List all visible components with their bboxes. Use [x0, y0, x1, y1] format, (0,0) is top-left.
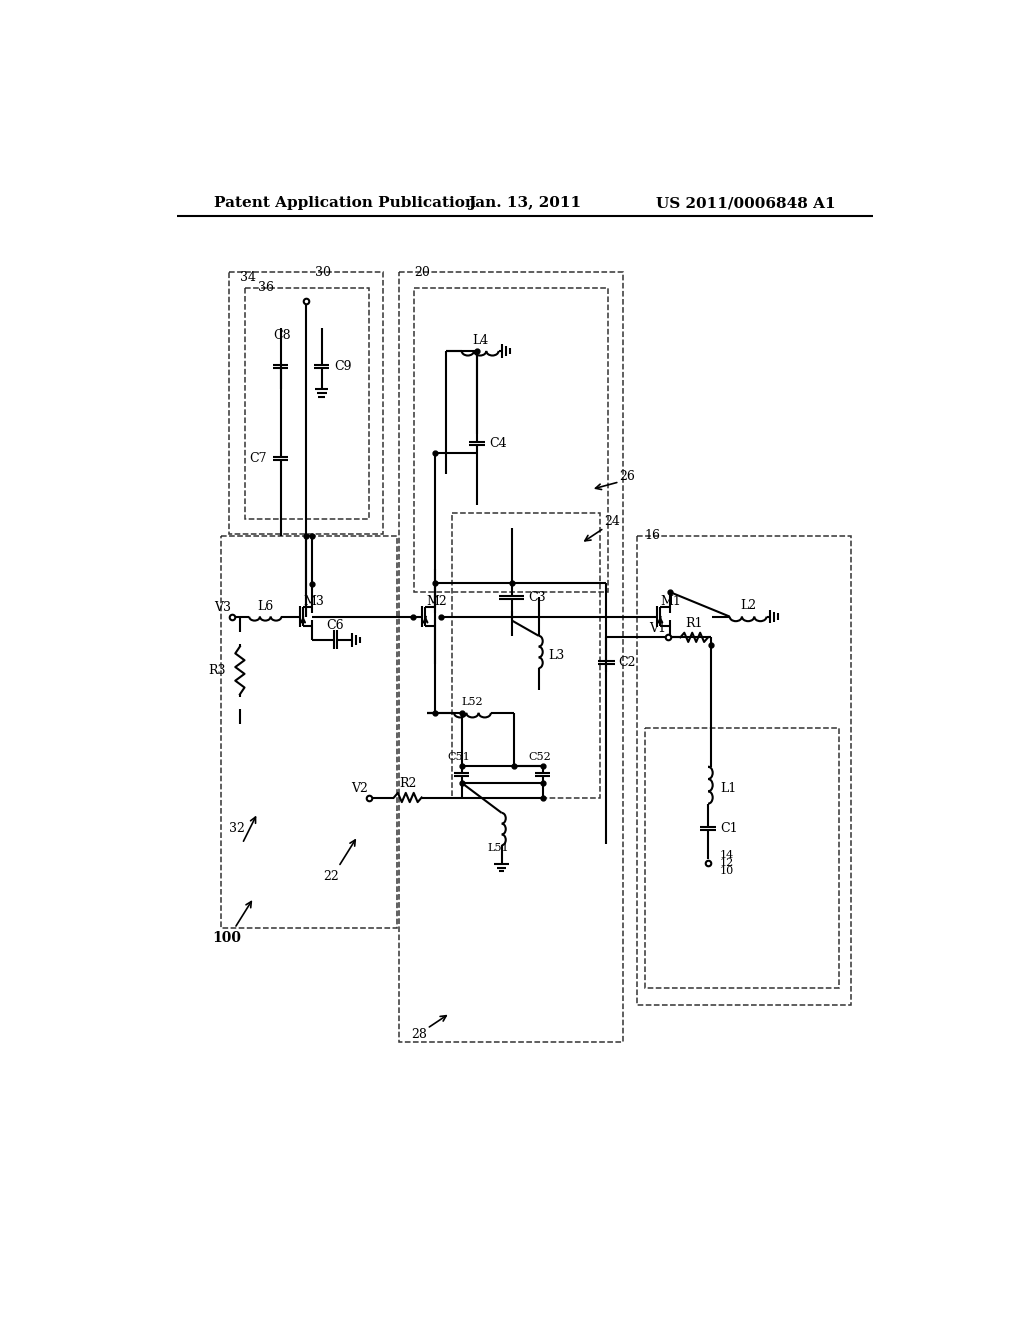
Bar — [398, 272, 624, 1043]
Text: US 2011/0006848 A1: US 2011/0006848 A1 — [656, 197, 836, 210]
Text: C8: C8 — [273, 329, 291, 342]
Text: R1: R1 — [685, 616, 702, 630]
Text: R2: R2 — [399, 777, 417, 791]
Text: 26: 26 — [620, 470, 635, 483]
Text: M3: M3 — [303, 594, 325, 607]
Text: C9: C9 — [334, 360, 351, 372]
Text: C1: C1 — [720, 822, 738, 834]
Text: 14: 14 — [720, 850, 734, 861]
Bar — [645, 729, 839, 989]
Text: 100: 100 — [212, 931, 242, 945]
Text: C51: C51 — [447, 752, 470, 763]
Text: 30: 30 — [315, 265, 332, 279]
Text: 20: 20 — [414, 265, 430, 279]
Text: C4: C4 — [489, 437, 507, 450]
Bar — [221, 536, 397, 928]
Text: R3: R3 — [209, 664, 226, 677]
Text: 34: 34 — [240, 271, 256, 284]
Text: V3: V3 — [214, 601, 231, 614]
Text: M1: M1 — [660, 594, 682, 607]
Text: Patent Application Publication: Patent Application Publication — [214, 197, 476, 210]
Text: 10: 10 — [720, 866, 734, 875]
Text: 24: 24 — [604, 515, 620, 528]
Bar — [414, 288, 608, 591]
Text: C52: C52 — [528, 752, 551, 763]
Text: 12: 12 — [720, 858, 734, 869]
Bar — [637, 536, 851, 1006]
Text: C7: C7 — [250, 453, 267, 465]
Text: L6: L6 — [257, 601, 273, 612]
Text: 36: 36 — [258, 281, 273, 294]
Text: C3: C3 — [528, 591, 546, 603]
Text: V1: V1 — [649, 622, 666, 635]
Bar — [229, 272, 383, 535]
Bar — [245, 288, 370, 519]
Text: L3: L3 — [548, 648, 564, 661]
Text: 28: 28 — [412, 1028, 427, 1041]
Text: L51: L51 — [487, 842, 509, 853]
Text: L1: L1 — [720, 781, 736, 795]
Text: L4: L4 — [472, 334, 488, 347]
Text: 22: 22 — [323, 870, 339, 883]
Text: V2: V2 — [351, 781, 369, 795]
Text: 16: 16 — [645, 529, 660, 543]
Bar — [453, 512, 600, 797]
Text: 32: 32 — [229, 822, 245, 834]
Text: C2: C2 — [618, 656, 636, 669]
Text: L52: L52 — [462, 697, 483, 708]
Text: L2: L2 — [740, 599, 756, 612]
Text: C6: C6 — [327, 619, 344, 632]
Text: Jan. 13, 2011: Jan. 13, 2011 — [468, 197, 582, 210]
Text: M2: M2 — [426, 594, 446, 607]
